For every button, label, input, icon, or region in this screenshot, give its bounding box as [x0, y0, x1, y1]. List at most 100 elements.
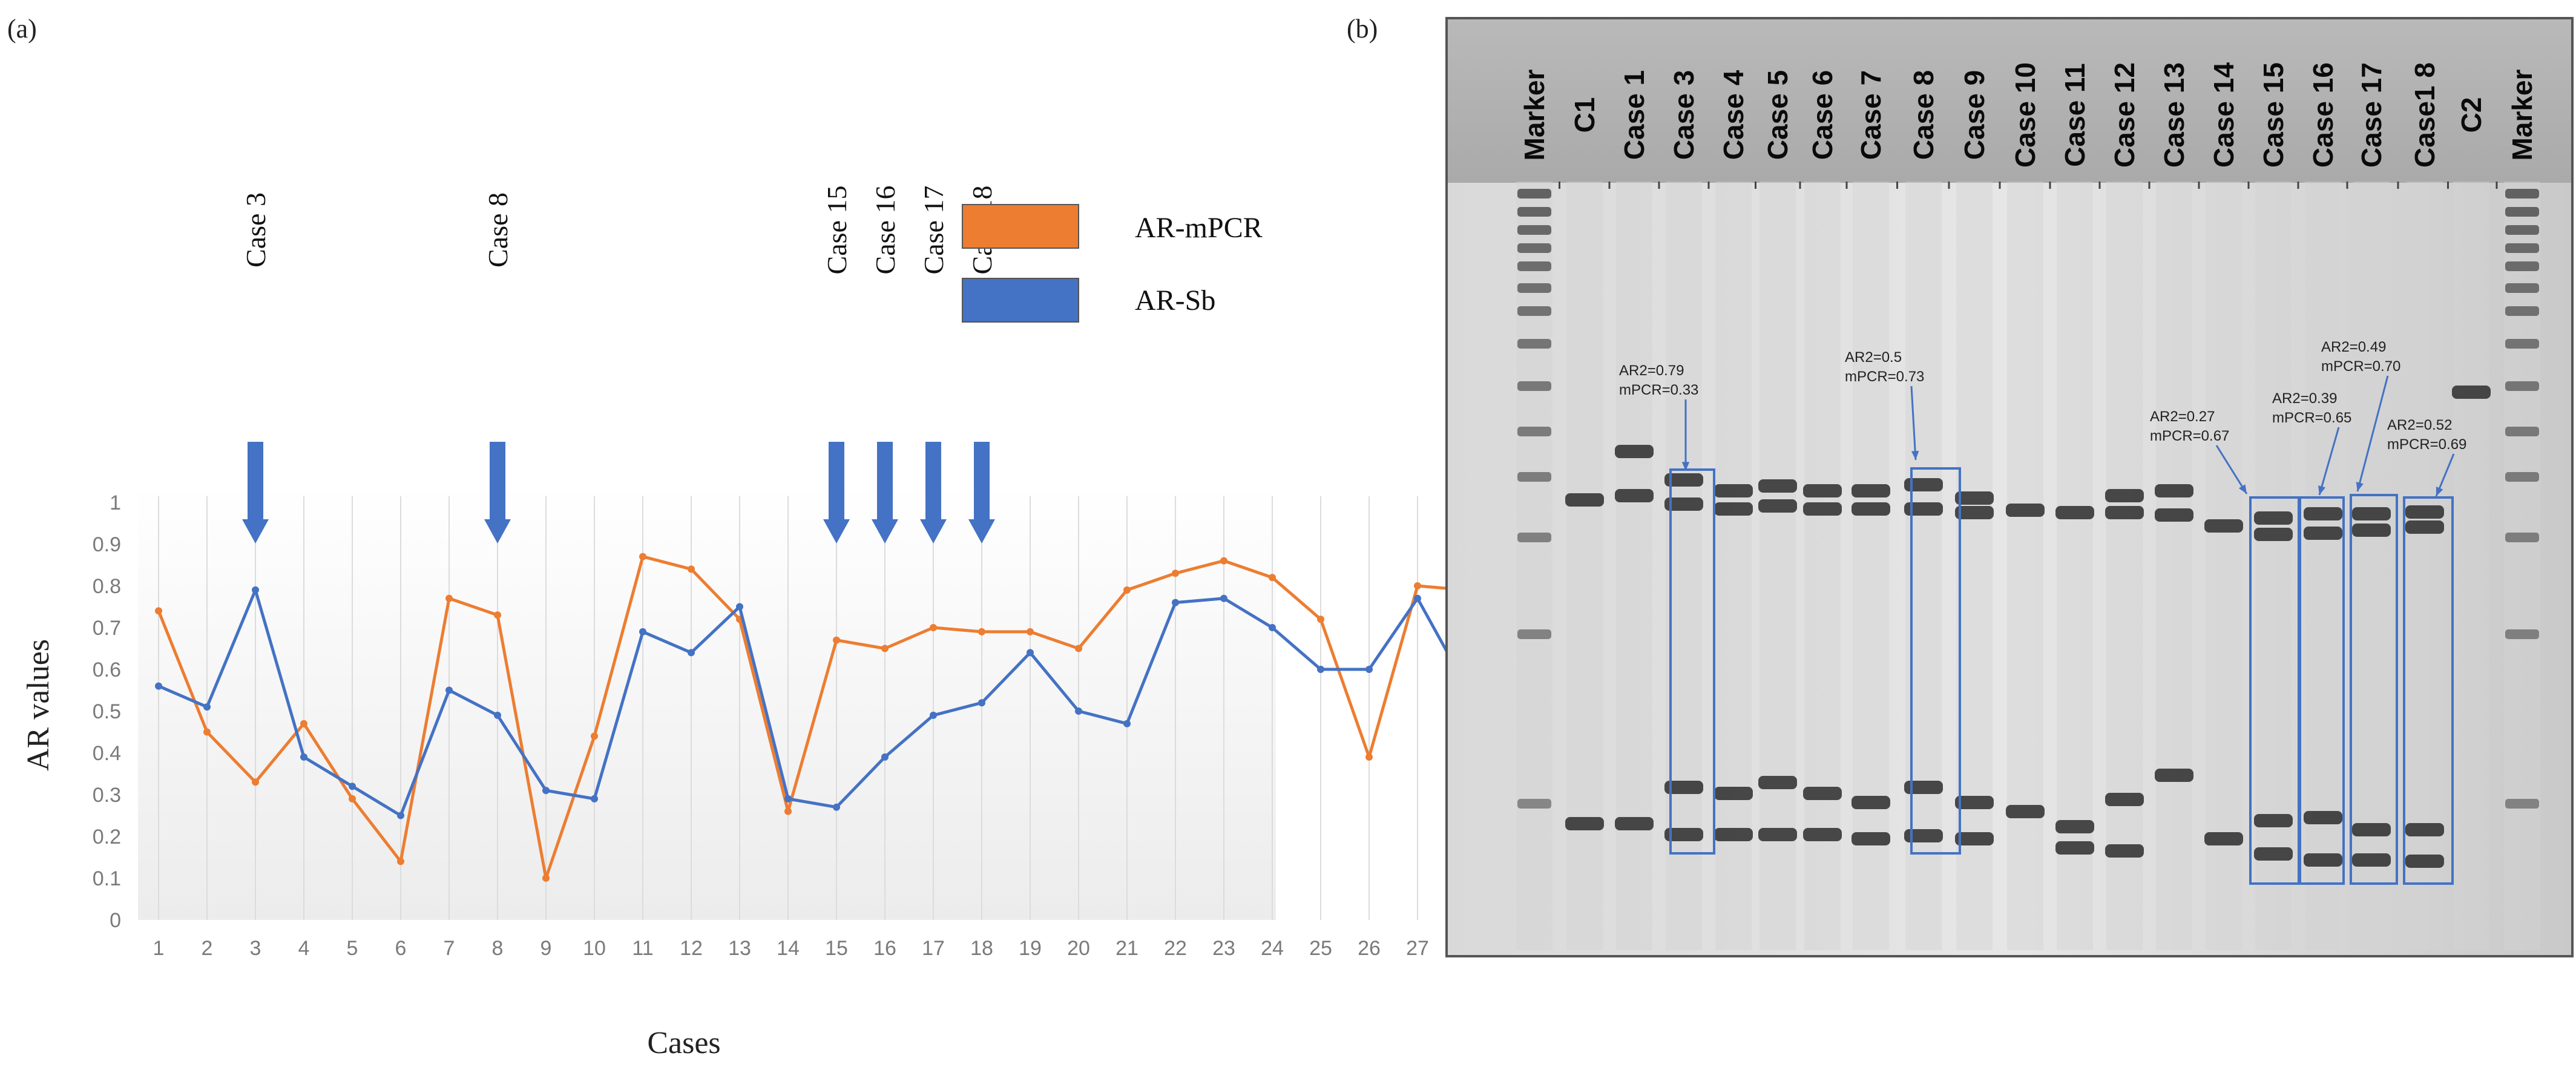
- case-arrow: [242, 442, 269, 543]
- annotation-arrowhead: [2356, 482, 2364, 491]
- dna-band: [2254, 528, 2293, 541]
- data-point: [1365, 753, 1373, 761]
- data-point: [784, 807, 792, 815]
- dna-band: [1664, 497, 1703, 511]
- lane-label: Marker: [1519, 69, 1550, 160]
- data-point: [397, 858, 404, 865]
- data-point: [736, 603, 743, 611]
- x-tick-label: 7: [444, 937, 455, 960]
- ladder-band: [1517, 261, 1551, 271]
- data-point: [930, 624, 937, 631]
- lane-label: Case 6: [1807, 70, 1838, 160]
- dna-band: [1803, 787, 1842, 800]
- ladder-band: [1517, 629, 1551, 639]
- dna-band: [2055, 506, 2094, 519]
- dna-band: [2352, 507, 2391, 520]
- annotation-text: AR2=0.52: [2387, 417, 2452, 433]
- data-point: [784, 795, 792, 802]
- dna-band: [1758, 776, 1797, 789]
- x-tick-label: 8: [492, 937, 504, 960]
- dna-band: [1615, 817, 1654, 830]
- y-tick-label: 1: [110, 491, 121, 514]
- ladder-band: [2505, 381, 2539, 391]
- legend-label-mpcr: AR-mPCR: [1135, 212, 1263, 244]
- ladder-band: [1517, 306, 1551, 316]
- gel-lane: [2007, 182, 2043, 950]
- data-point: [155, 607, 162, 615]
- dna-band: [1615, 489, 1654, 502]
- gel-lane: [1516, 182, 1552, 950]
- dna-band: [2405, 823, 2444, 836]
- annotation-arrowhead: [1681, 462, 1690, 471]
- gel-lane: [2407, 182, 2443, 950]
- dna-band: [1565, 817, 1604, 830]
- x-tick-label: 23: [1212, 937, 1235, 960]
- data-point: [639, 553, 646, 560]
- data-point: [252, 778, 259, 786]
- data-point: [881, 645, 889, 652]
- data-point: [1269, 574, 1276, 582]
- data-point: [978, 699, 985, 707]
- gel-lane: [2156, 182, 2192, 950]
- data-point: [542, 787, 550, 795]
- y-tick-label: 0.2: [93, 825, 121, 848]
- highlight-box: [2350, 494, 2398, 885]
- dna-band: [1803, 502, 1842, 516]
- lane-label: Case 14: [2208, 62, 2239, 168]
- ladder-band: [2505, 799, 2539, 809]
- dna-band: [1714, 484, 1753, 497]
- dna-band: [2405, 505, 2444, 519]
- case-arrow: [484, 442, 511, 543]
- dna-band: [1955, 506, 1994, 519]
- dna-band: [1955, 796, 1994, 809]
- gel-lane: [1760, 182, 1796, 950]
- x-tick-label: 20: [1067, 937, 1090, 960]
- case-label: Case 3: [240, 192, 271, 268]
- data-point: [639, 628, 646, 635]
- lane-label: Case 3: [1668, 70, 1700, 160]
- ladder-band: [1517, 381, 1551, 391]
- ladder-band: [2505, 283, 2539, 293]
- dna-band: [2254, 847, 2293, 861]
- highlight-box: [2299, 496, 2345, 885]
- dna-band: [2304, 853, 2342, 867]
- gel-lane: [1853, 182, 1889, 950]
- y-tick-label: 0.1: [93, 867, 121, 890]
- dna-band: [2405, 855, 2444, 868]
- ladder-band: [1517, 207, 1551, 217]
- data-point: [1269, 624, 1276, 631]
- case-label: Case 17: [918, 186, 949, 275]
- dna-band: [2006, 504, 2045, 517]
- lane-label: Case 13: [2158, 62, 2190, 168]
- gel-image: Marker C1 Case 1 Case 3 Case 4 Case 5 Case 6 Ca…: [1445, 17, 2574, 957]
- data-point: [155, 682, 162, 690]
- x-tick-label: 17: [922, 937, 945, 960]
- x-tick-label: 11: [632, 937, 653, 960]
- data-point: [300, 720, 307, 727]
- x-tick-label: 2: [202, 937, 213, 960]
- x-axis-title: Cases: [647, 1026, 720, 1060]
- y-tick-label: 0.7: [93, 617, 121, 640]
- gel-lanes: [1516, 182, 2540, 950]
- data-point: [930, 711, 937, 719]
- x-tick-label: 27: [1406, 937, 1429, 960]
- dna-band: [2304, 507, 2342, 520]
- dna-band: [1565, 493, 1604, 507]
- gel-lane: [2057, 182, 2093, 950]
- dna-band: [2155, 769, 2193, 782]
- dna-band: [2006, 805, 2045, 818]
- dna-band: [1758, 499, 1797, 513]
- data-point: [1027, 649, 1034, 657]
- data-point: [1317, 615, 1324, 623]
- data-point: [1075, 707, 1082, 715]
- y-axis-title: AR values: [21, 639, 56, 771]
- data-point: [1414, 582, 1421, 589]
- data-point: [1220, 594, 1227, 602]
- x-tick-label: 4: [298, 937, 310, 960]
- gel-lane: [2255, 182, 2292, 950]
- ladder-band: [2505, 339, 2539, 349]
- case-arrow: [823, 442, 850, 543]
- dna-band: [1904, 829, 1943, 842]
- ladder-band: [1517, 283, 1551, 293]
- data-point: [591, 732, 598, 740]
